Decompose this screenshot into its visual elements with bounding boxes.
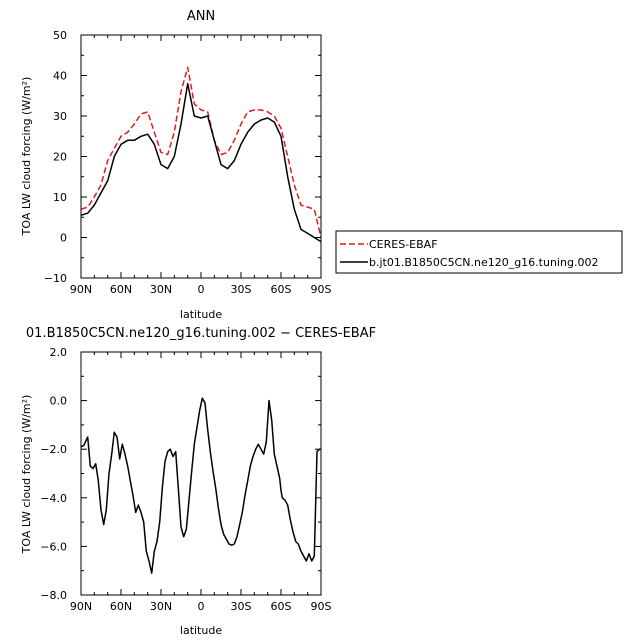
top-y-tick-label: 20 (53, 151, 67, 164)
top-plot-frame (80, 34, 322, 279)
bottom-x-tick-label: 90S (311, 600, 332, 613)
bottom-x-tick-label: 30N (150, 600, 172, 613)
bottom-x-tick-label: 90N (70, 600, 92, 613)
legend: CERES-EBAF b.jt01.B1850C5CN.ne120_g16.tu… (335, 230, 623, 274)
bottom-series-difference (80, 397, 321, 574)
top-y-tick-label: 10 (53, 191, 67, 204)
bottom-y-tick-label: −2.0 (40, 443, 67, 456)
top-x-tick-label: 60N (110, 283, 132, 296)
bottom-x-tick-label: 60N (110, 600, 132, 613)
top-x-tick-label: 30S (231, 283, 252, 296)
legend-label-ceres: CERES-EBAF (369, 238, 438, 251)
bottom-plot-frame (80, 351, 322, 596)
top-y-tick-label: 40 (53, 70, 67, 83)
legend-box (335, 230, 623, 274)
bottom-plot-ticks: 90N 60N 30N 0 30S 60S 90S −8.0 −6.0 −4.0 −2.0 0.0 2.… (40, 346, 331, 613)
top-plot-title: ANN (187, 9, 215, 24)
top-plot-ticks: 90N 60N 30N 0 30S 60S 90S −10 0 10 20 30 40 50 (44, 29, 332, 296)
bottom-y-tick-label: 0.0 (50, 395, 68, 408)
bottom-x-tick-label: 30S (231, 600, 252, 613)
top-y-axis-title: TOA LW cloud forcing (W/m²) (20, 77, 33, 237)
top-y-tick-label: 0 (60, 232, 67, 245)
top-x-tick-label: 90S (311, 283, 332, 296)
top-series-ceres-ebaf (80, 66, 322, 238)
bottom-y-tick-label: −8.0 (40, 589, 67, 602)
bottom-y-tick-label: −6.0 (40, 540, 67, 553)
bottom-plot: 01.B1850C5CN.ne120_g16.tuning.002 − CERE… (20, 326, 376, 637)
bottom-x-axis-title: latitude (180, 624, 222, 637)
top-plot: ANN 90N 60N 30N 0 30S 60S 90S −10 0 10 20 30 40 50 la… (20, 9, 332, 321)
legend-label-model: b.jt01.B1850C5CN.ne120_g16.tuning.002 (369, 256, 598, 269)
top-y-tick-label: 30 (53, 110, 67, 123)
top-series-b-jt01-b1850c5cn-ne120-g16-tuning-002 (80, 82, 322, 243)
bottom-y-tick-label: −4.0 (40, 492, 67, 505)
top-x-tick-label: 30N (150, 283, 172, 296)
bottom-x-tick-label: 0 (198, 600, 205, 613)
bottom-y-axis-title: TOA LW cloud forcing (W/m²) (20, 395, 33, 555)
top-x-tick-label: 90N (70, 283, 92, 296)
bottom-x-tick-label: 60S (271, 600, 292, 613)
top-x-axis-title: latitude (180, 308, 222, 321)
bottom-y-tick-label: 2.0 (50, 346, 68, 359)
top-y-tick-label: −10 (44, 272, 67, 285)
top-plot-series (80, 66, 322, 243)
bottom-plot-title: 01.B1850C5CN.ne120_g16.tuning.002 − CERE… (26, 326, 376, 341)
top-x-tick-label: 0 (198, 283, 205, 296)
bottom-plot-series (80, 397, 321, 574)
top-x-tick-label: 60S (271, 283, 292, 296)
top-y-tick-label: 50 (53, 29, 67, 42)
